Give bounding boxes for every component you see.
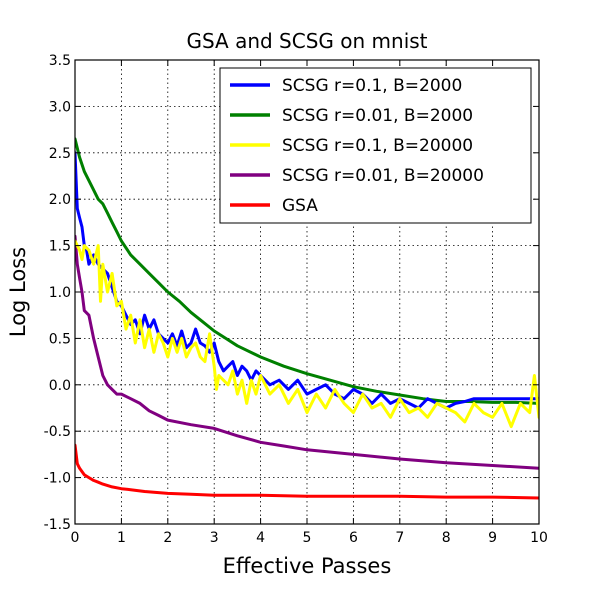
series-line-4 xyxy=(75,234,539,470)
legend: SCSG r=0.1, B=2000 SCSG r=0.01, B=2000 SCS… xyxy=(219,67,532,224)
y-tick-label: 0.5 xyxy=(49,331,71,347)
series-line-5 xyxy=(75,443,539,500)
x-tick-label: 0 xyxy=(71,530,80,546)
series-group xyxy=(75,137,539,500)
y-tick-label: 3.0 xyxy=(49,99,71,115)
legend-label: SCSG r=0.1, B=2000 xyxy=(282,76,462,96)
y-tick-label: -1.5 xyxy=(44,517,71,533)
legend-label: SCSG r=0.01, B=2000 xyxy=(282,106,473,126)
y-tick-label: -1.0 xyxy=(44,471,71,487)
x-axis-label: Effective Passes xyxy=(223,554,392,578)
y-tick-label: 1.0 xyxy=(49,285,71,301)
legend-label: SCSG r=0.1, B=20000 xyxy=(282,136,473,156)
y-tick-label: 2.5 xyxy=(49,146,71,162)
legend-label: GSA xyxy=(282,196,318,216)
x-tick-label: 7 xyxy=(395,530,404,546)
x-tick-label: 5 xyxy=(303,530,312,546)
x-tick-label: 1 xyxy=(117,530,126,546)
x-tick-label: 3 xyxy=(210,530,219,546)
legend-box xyxy=(219,67,532,224)
x-tick-label: 8 xyxy=(442,530,451,546)
y-axis-label: Log Loss xyxy=(6,247,30,337)
y-tick-label: 1.5 xyxy=(49,239,71,255)
axis-ticks: 0 1 2 3 4 5 6 7 8 9 10 -1.5 -1.0 -0.5 0.0 0.5 1.0 1.5 2.0 2… xyxy=(44,53,548,546)
x-tick-label: 4 xyxy=(256,530,265,546)
x-tick-label: 10 xyxy=(530,530,548,546)
series-line-2 xyxy=(75,137,539,405)
y-tick-label: 2.0 xyxy=(49,192,71,208)
legend-label: SCSG r=0.01, B=20000 xyxy=(282,166,484,186)
y-tick-label: 3.5 xyxy=(49,53,71,69)
x-tick-label: 9 xyxy=(488,530,497,546)
x-tick-label: 2 xyxy=(163,530,172,546)
y-tick-label: 0.0 xyxy=(49,378,71,394)
chart-title: GSA and SCSG on mnist xyxy=(186,29,427,53)
x-tick-label: 6 xyxy=(349,530,358,546)
series-line-3 xyxy=(75,239,539,429)
y-tick-label: -0.5 xyxy=(44,424,71,440)
